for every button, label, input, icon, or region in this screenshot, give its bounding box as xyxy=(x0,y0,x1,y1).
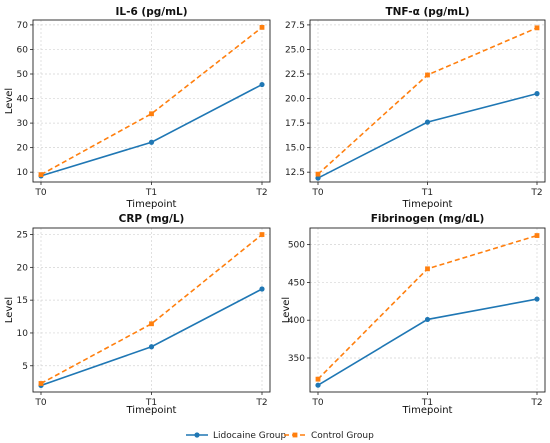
y-tick-label: 15 xyxy=(17,296,28,306)
y-tick-label: 15.0 xyxy=(285,144,305,154)
plot-frame xyxy=(309,19,546,183)
y-tick-label: 25.0 xyxy=(285,45,305,55)
data-point-control xyxy=(534,25,540,31)
x-tick-label: T2 xyxy=(530,188,542,198)
data-point-control xyxy=(149,321,154,327)
y-tick-label: 20 xyxy=(17,144,29,154)
data-point-control xyxy=(38,381,44,386)
legend-label: Lidocaine Group xyxy=(213,431,286,441)
data-point-lidocaine xyxy=(424,316,431,323)
series-line-control xyxy=(40,233,263,385)
series-line-control xyxy=(40,26,263,176)
data-point-lidocaine xyxy=(259,286,265,292)
y-axis-label: Level xyxy=(4,297,15,323)
chart-title: Fibrinogen (mg/dL) xyxy=(371,213,485,225)
data-point-control xyxy=(38,172,44,178)
data-point-lidocaine xyxy=(315,382,321,388)
data-point-control xyxy=(425,266,430,272)
y-tick-label: 12.5 xyxy=(285,168,305,178)
y-tick-label: 500 xyxy=(288,241,305,251)
plot-frame xyxy=(32,227,271,393)
legend-marker xyxy=(292,432,298,438)
x-tick-label: T0 xyxy=(34,188,46,198)
x-tick-label: T1 xyxy=(421,398,433,408)
y-tick-label: 400 xyxy=(288,316,305,326)
x-axis-label: Timepoint xyxy=(126,199,177,210)
plot-frame xyxy=(32,19,271,183)
y-tick-label: 22.5 xyxy=(285,70,305,80)
x-axis-label: Timepoint xyxy=(126,405,177,416)
data-point-lidocaine xyxy=(534,296,540,302)
data-point-lidocaine xyxy=(148,344,155,350)
y-tick-label: 40 xyxy=(17,95,29,105)
x-axis-label: Timepoint xyxy=(402,405,453,416)
y-tick-label: 5 xyxy=(22,362,28,372)
x-tick-label: T2 xyxy=(530,398,542,408)
legend-marker xyxy=(194,432,200,438)
y-tick-label: 60 xyxy=(17,45,29,55)
x-tick-label: T1 xyxy=(421,188,433,198)
data-point-control xyxy=(149,111,154,117)
y-tick-label: 27.5 xyxy=(285,21,305,31)
y-tick-label: 25 xyxy=(17,231,28,241)
x-tick-label: T0 xyxy=(311,188,323,198)
subplot-4: 350 400 450 500 T0 T1 T2 Fibrinogen (mg/dL) Time… xyxy=(281,213,546,416)
data-point-lidocaine xyxy=(424,119,431,125)
data-point-control xyxy=(315,376,321,382)
legend-item-lidocaine: Lidocaine Group xyxy=(186,431,286,441)
x-tick-label: T2 xyxy=(255,398,267,408)
chart-title: IL-6 (pg/mL) xyxy=(115,6,187,18)
data-point-control xyxy=(425,72,430,78)
x-tick-label: T1 xyxy=(145,398,157,408)
data-point-control xyxy=(259,232,265,237)
y-tick-label: 10 xyxy=(17,168,29,178)
data-point-control xyxy=(315,171,321,177)
y-axis-label: Level xyxy=(281,297,292,323)
legend: Lidocaine Group Control Group xyxy=(186,431,374,441)
x-tick-label: T0 xyxy=(34,398,46,408)
x-tick-label: T1 xyxy=(145,188,157,198)
y-tick-label: 10 xyxy=(17,329,29,339)
subplot-1: 10 20 30 40 50 60 70 T0 T1 T2 IL-6 (pg/mL) Timepoin… xyxy=(4,6,271,210)
y-tick-label: 17.5 xyxy=(285,119,305,129)
chart-title: TNF-α (pg/mL) xyxy=(385,6,469,18)
y-tick-label: 20 xyxy=(17,263,29,273)
y-tick-label: 70 xyxy=(17,21,29,31)
y-tick-label: 50 xyxy=(17,70,29,80)
chart-title: CRP (mg/L) xyxy=(119,213,185,225)
y-tick-label: 20.0 xyxy=(285,95,305,105)
plot-frame xyxy=(309,227,546,393)
y-tick-label: 30 xyxy=(17,119,29,129)
legend-item-control: Control Group xyxy=(284,431,374,441)
subplot-2: 12.5 15.0 17.5 20.0 22.5 25.0 27.5 T0 T1 T2 TNF-α … xyxy=(285,6,546,210)
subplot-3: 5 10 15 20 25 T0 T1 T2 CRP (mg/L) Timepoint Level xyxy=(4,213,271,416)
data-point-control xyxy=(534,233,540,238)
y-tick-label: 450 xyxy=(288,278,305,288)
legend-label: Control Group xyxy=(311,431,374,441)
data-point-lidocaine xyxy=(534,91,540,97)
x-tick-label: T0 xyxy=(311,398,323,408)
x-tick-label: T2 xyxy=(255,188,267,198)
y-tick-label: 350 xyxy=(288,354,305,364)
y-axis-label: Level xyxy=(4,88,15,114)
data-point-lidocaine xyxy=(148,139,155,145)
data-point-control xyxy=(259,24,265,30)
x-axis-label: Timepoint xyxy=(402,199,453,210)
data-point-lidocaine xyxy=(259,81,265,88)
data-point-lidocaine xyxy=(315,175,321,181)
